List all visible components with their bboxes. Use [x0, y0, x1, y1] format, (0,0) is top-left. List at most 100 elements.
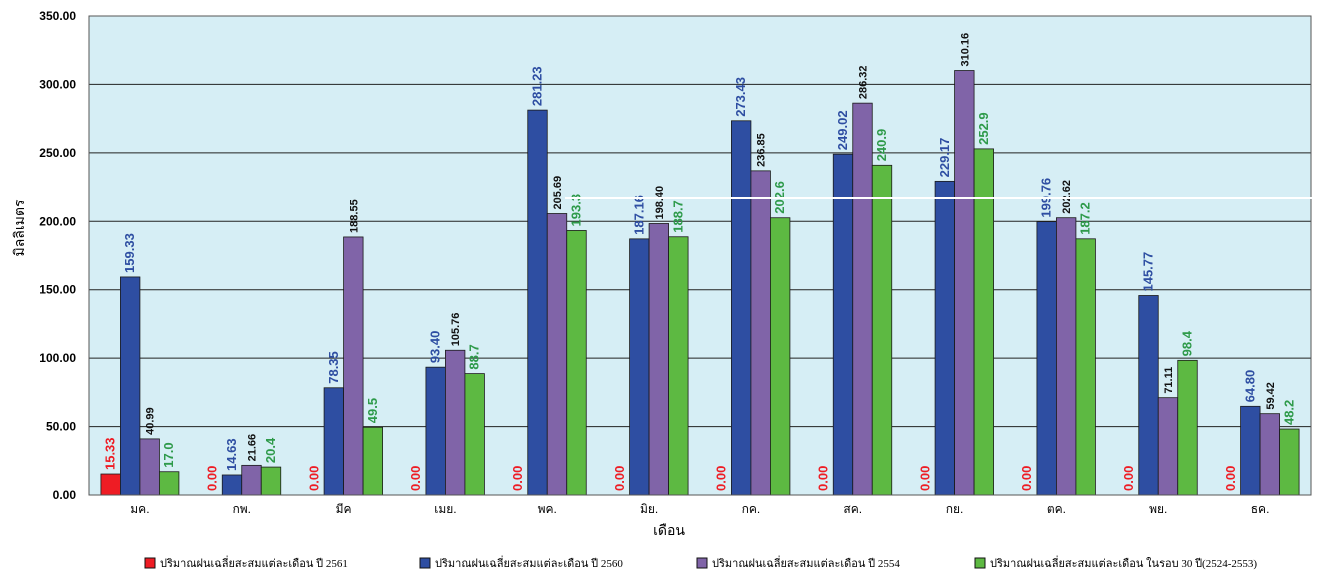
data-label: 236.85 [756, 133, 768, 167]
bar [629, 238, 650, 496]
data-label: 249.02 [835, 110, 850, 150]
bar [241, 464, 262, 496]
bar [566, 230, 587, 496]
data-label: 188.7 [670, 200, 685, 233]
bar [871, 164, 893, 496]
bar [343, 236, 364, 496]
data-label: 193.3 [569, 194, 584, 227]
data-label: 21.66 [247, 434, 259, 462]
plot-background [89, 16, 1311, 495]
y-tick-label: 150.00 [39, 283, 76, 297]
data-label: 59.42 [1265, 382, 1277, 410]
data-label: 159.33 [122, 233, 137, 273]
bar [445, 349, 466, 496]
x-tick-label: เมย. [434, 502, 456, 516]
x-tick-labels: มค. กพ. มีค เมย. พค. มิย. กค. สค. กย. ตค. พย. ธค. [130, 502, 1269, 516]
bar [527, 109, 548, 496]
bar [973, 148, 994, 496]
y-tick-label: 50.00 [46, 420, 76, 434]
x-tick-label: พย. [1149, 502, 1167, 516]
data-label: 88.7 [467, 344, 482, 369]
data-label: 0.00 [816, 466, 831, 491]
x-tick-label: พค. [538, 502, 557, 516]
bar [120, 276, 141, 496]
bar [832, 153, 854, 496]
data-label: 188.55 [348, 199, 360, 233]
y-tick-label: 0.00 [53, 488, 77, 502]
legend-label: ปริมาณฝนเฉลี่ยสะสมแต่ละเดือน ปี 2554 [712, 555, 900, 570]
data-label: 252.9 [976, 112, 991, 145]
data-label: 17.0 [161, 442, 176, 467]
data-label: 273.43 [733, 77, 748, 117]
data-label: 198.40 [654, 186, 666, 220]
data-label: 20.4 [263, 437, 278, 463]
bar [323, 387, 344, 496]
bar [546, 213, 568, 496]
x-tick-label: มีค [336, 502, 352, 516]
data-label: 71.11 [1163, 367, 1175, 394]
data-label: 40.99 [145, 407, 157, 435]
y-tick-label: 300.00 [39, 77, 76, 91]
data-label: 0.00 [612, 466, 627, 491]
bar [1138, 295, 1159, 496]
bar [852, 102, 873, 496]
data-label: 145.77 [1141, 252, 1156, 292]
data-label: 14.63 [224, 438, 239, 471]
data-label: 286.32 [858, 65, 870, 99]
bar [139, 438, 160, 496]
data-label: 0.00 [1019, 466, 1034, 491]
y-tick-labels: 0.00 50.00 100.00 150.00 200.00 250.00 300.00 3… [39, 9, 76, 502]
y-axis-title: มิลลิเมตร [11, 199, 27, 256]
x-tick-label: กพ. [232, 502, 251, 516]
data-label: 0.00 [714, 466, 729, 491]
data-label: 202.62 [1061, 180, 1073, 214]
bar [1279, 428, 1300, 496]
data-label: 240.9 [874, 129, 889, 162]
y-tick-label: 100.00 [39, 351, 76, 365]
data-label: 0.00 [408, 466, 423, 491]
data-labels: 15.33 159.33 40.99 17.0 0.00 14.63 21.66 20.4 0.… [103, 33, 1297, 491]
bar [464, 373, 485, 496]
bar [731, 120, 752, 496]
x-tick-label: มิย. [640, 502, 658, 516]
data-label: 15.33 [103, 437, 118, 470]
data-label: 49.5 [365, 398, 380, 423]
data-label: 187.2 [1078, 202, 1093, 235]
bar [100, 473, 121, 496]
y-tick-label: 200.00 [39, 214, 76, 228]
data-label: 310.16 [959, 33, 971, 67]
bar [1259, 413, 1280, 496]
bar [648, 223, 669, 496]
legend-label: ปริมาณฝนเฉลี่ยสะสมแต่ละเดือน ปี 2561 [160, 555, 348, 570]
bar [362, 426, 383, 496]
bar [770, 217, 791, 496]
bar [1177, 359, 1198, 496]
data-label: 0.00 [306, 466, 321, 491]
data-label: 0.00 [1121, 466, 1136, 491]
x-tick-label: ธค. [1251, 502, 1270, 516]
x-tick-label: มค. [130, 502, 149, 516]
data-label: 78.35 [326, 351, 341, 384]
bar [260, 466, 282, 496]
x-axis-title: เดือน [653, 522, 685, 538]
legend: ปริมาณฝนเฉลี่ยสะสมแต่ละเดือน ปี 2561 ปริม… [144, 555, 1257, 570]
bar [668, 236, 689, 496]
data-label: 105.76 [450, 313, 462, 347]
plot-frame [88, 15, 1312, 496]
bar [1157, 397, 1179, 496]
bar [954, 70, 975, 496]
data-label: 64.80 [1242, 370, 1257, 403]
data-label: 0.00 [205, 466, 220, 491]
x-tick-label: สค. [843, 502, 862, 516]
bar [1075, 238, 1096, 496]
bar [1036, 221, 1057, 496]
x-tick-label: กย. [946, 502, 964, 516]
legend-swatch [696, 557, 708, 569]
legend-swatch [419, 557, 431, 569]
x-tick-label: ตค. [1047, 502, 1066, 516]
bar [934, 180, 955, 496]
bars [100, 70, 1300, 496]
data-label: 187.16 [631, 195, 646, 235]
